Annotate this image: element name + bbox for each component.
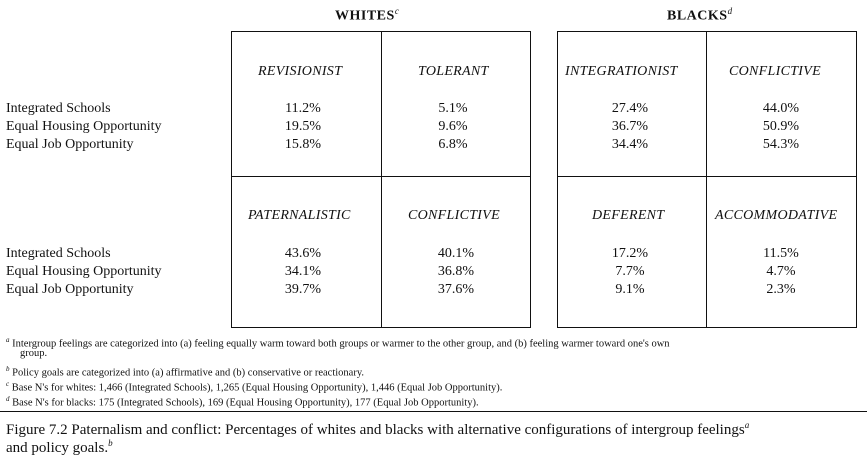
value-deferent-housing: 7.7% [615,264,645,279]
value-integrationist-housing: 36.7% [611,119,649,134]
figure-caption-line2: and policy goals.b [6,438,113,456]
footnote-a-line2: group. [20,348,48,359]
value-accommodative-housing: 4.7% [766,264,796,279]
whites-hdivider [231,176,531,177]
blacks-box [557,31,857,328]
value-conflictive-blacks-schools: 44.0% [762,101,800,116]
value-tolerant-job: 6.8% [438,137,468,152]
figure-caption-line1: Figure 7.2 Paternalism and conflict: Per… [6,420,750,438]
row-label-equal-job-bottom: Equal Job Opportunity [6,282,134,297]
value-paternalistic-housing: 34.1% [284,264,322,279]
value-conflictive-whites-housing: 36.8% [437,264,475,279]
cell-label-tolerant: TOLERANT [418,64,489,79]
value-accommodative-job: 2.3% [766,282,796,297]
footnote-c: c Base N's for whites: 1,466 (Integrated… [6,380,503,394]
footnote-b: b Policy goals are categorized into (a) … [6,365,365,379]
caption-rule [0,411,867,412]
cell-label-integrationist: INTEGRATIONIST [565,64,678,79]
value-tolerant-schools: 5.1% [438,101,468,116]
value-conflictive-blacks-housing: 50.9% [762,119,800,134]
value-conflictive-whites-job: 37.6% [437,282,475,297]
footnote-a-line1: a Intergroup feelings are categorized in… [6,336,670,350]
footnote-d: d Base N's for blacks: 175 (Integrated S… [6,395,479,409]
value-revisionist-schools: 11.2% [285,101,321,116]
whites-header: WHITESc [335,6,400,24]
blacks-divider [706,31,707,328]
cell-label-deferent: DEFERENT [592,208,665,223]
row-label-integrated-schools-top: Integrated Schools [6,101,111,116]
whites-divider [381,31,382,328]
cell-label-accommodative: ACCOMMODATIVE [715,208,838,223]
value-conflictive-whites-schools: 40.1% [437,246,475,261]
value-conflictive-blacks-job: 54.3% [762,137,800,152]
row-label-integrated-schools-bottom: Integrated Schools [6,246,111,261]
value-accommodative-schools: 11.5% [763,246,799,261]
value-revisionist-job: 15.8% [284,137,322,152]
value-tolerant-housing: 9.6% [438,119,468,134]
value-integrationist-schools: 27.4% [611,101,649,116]
value-deferent-job: 9.1% [615,282,645,297]
value-integrationist-job: 34.4% [611,137,649,152]
row-label-equal-housing-bottom: Equal Housing Opportunity [6,264,162,279]
cell-label-conflictive-blacks: CONFLICTIVE [729,64,821,79]
row-label-equal-job-top: Equal Job Opportunity [6,137,134,152]
value-paternalistic-job: 39.7% [284,282,322,297]
cell-label-revisionist: REVISIONIST [258,64,343,79]
value-revisionist-housing: 19.5% [284,119,322,134]
value-paternalistic-schools: 43.6% [284,246,322,261]
blacks-header: BLACKSd [667,6,733,24]
value-deferent-schools: 17.2% [611,246,649,261]
cell-label-paternalistic: PATERNALISTIC [248,208,351,223]
cell-label-conflictive-whites: CONFLICTIVE [408,208,500,223]
row-label-equal-housing-top: Equal Housing Opportunity [6,119,162,134]
blacks-hdivider [557,176,857,177]
